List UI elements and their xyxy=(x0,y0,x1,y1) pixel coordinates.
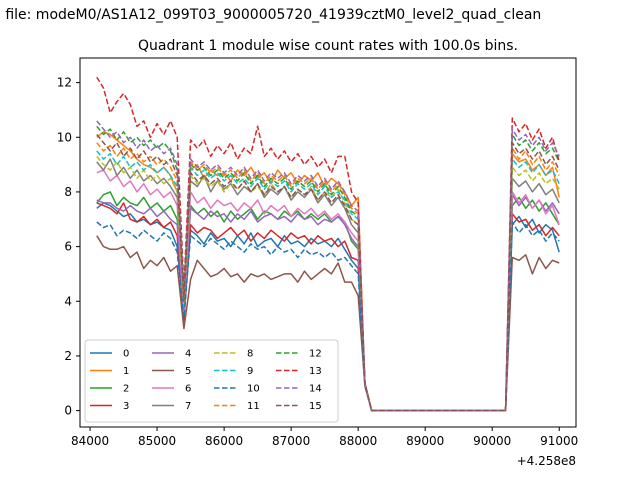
x-tick-label: 84000 xyxy=(71,434,109,448)
y-axis: 0 2 4 6 8 10 12 xyxy=(57,76,80,418)
legend-label-12: 12 xyxy=(309,349,322,360)
legend-label-8: 8 xyxy=(247,349,253,360)
y-tick-label: 12 xyxy=(57,76,72,90)
legend-label-11: 11 xyxy=(247,401,260,412)
x-tick-label: 90000 xyxy=(473,434,511,448)
series-line-14 xyxy=(96,120,560,412)
series-line-15 xyxy=(96,134,560,412)
y-tick-label: 2 xyxy=(64,349,72,363)
x-tick-label: 88000 xyxy=(339,434,377,448)
figure-suptitle: n file: modeM0/AS1A12_099T03_9000005720_… xyxy=(0,7,541,23)
series-line-8 xyxy=(96,155,560,412)
legend-label-6: 6 xyxy=(185,384,191,395)
y-tick-label: 6 xyxy=(64,240,72,254)
x-tick-label: 87000 xyxy=(272,434,310,448)
series-line-9 xyxy=(96,150,560,412)
legend-label-9: 9 xyxy=(247,366,253,377)
y-tick-label: 4 xyxy=(64,294,72,308)
x-tick-label: 89000 xyxy=(406,434,444,448)
legend-label-14: 14 xyxy=(309,384,322,395)
legend-label-7: 7 xyxy=(185,401,191,412)
plot-area: 84000 85000 86000 87000 88000 89000 90000 91000… xyxy=(57,57,578,468)
x-axis: 84000 85000 86000 87000 88000 89000 90000 91000 xyxy=(71,427,578,448)
legend-label-0: 0 xyxy=(123,349,129,360)
legend-label-1: 1 xyxy=(123,366,129,377)
legend-label-2: 2 xyxy=(123,384,129,395)
x-offset-label: +4.258e8 xyxy=(517,454,576,468)
legend-label-4: 4 xyxy=(185,349,191,360)
axes-frame xyxy=(79,57,577,428)
legend-label-13: 13 xyxy=(309,366,322,377)
legend-label-10: 10 xyxy=(247,384,260,395)
series-line-12 xyxy=(96,125,560,412)
y-tick-label: 8 xyxy=(64,185,72,199)
series-lines xyxy=(96,76,560,412)
y-tick-label: 10 xyxy=(57,130,72,144)
chart-title: Quadrant 1 module wise count rates with … xyxy=(138,38,518,54)
x-tick-label: 91000 xyxy=(540,434,578,448)
x-tick-label: 85000 xyxy=(138,434,176,448)
y-tick-label: 0 xyxy=(64,404,72,418)
legend-box xyxy=(84,339,339,423)
legend-label-5: 5 xyxy=(185,366,191,377)
legend-label-15: 15 xyxy=(309,401,322,412)
legend-label-3: 3 xyxy=(123,401,129,412)
x-tick-label: 86000 xyxy=(205,434,243,448)
